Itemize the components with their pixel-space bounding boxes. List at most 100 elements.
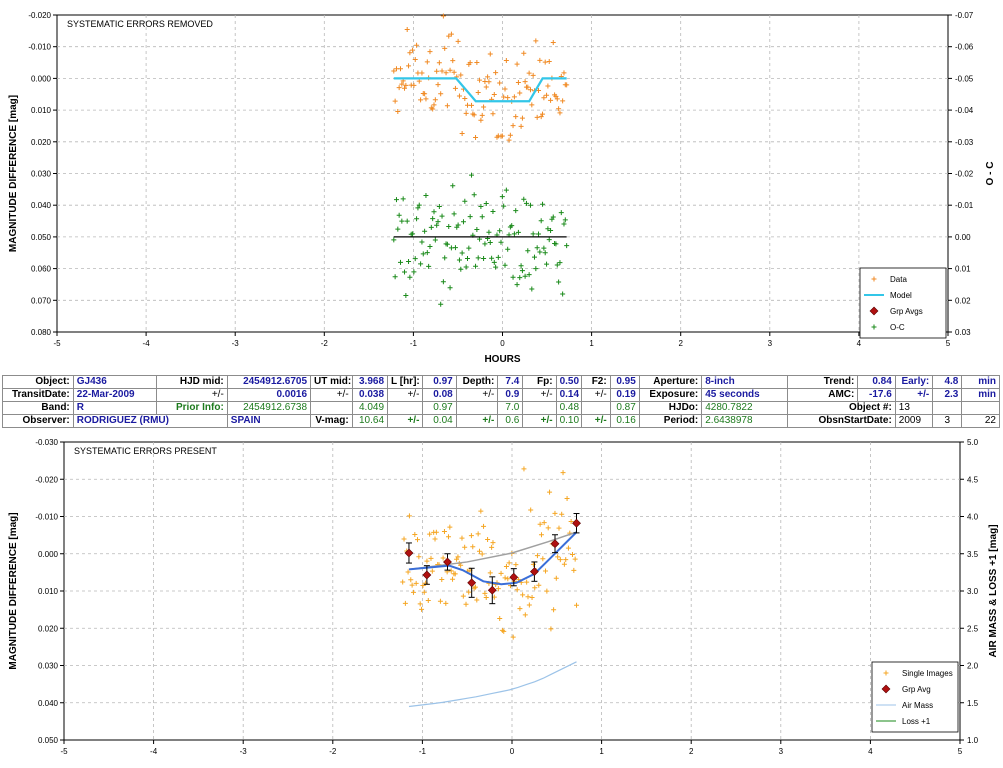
data-point xyxy=(487,51,493,57)
trend-value: 0.84 xyxy=(857,375,896,389)
o-c-point xyxy=(487,239,493,245)
f2-value: 0.95 xyxy=(609,375,640,389)
single-image-point xyxy=(405,569,411,575)
o-c-point xyxy=(463,264,469,270)
o-c-point xyxy=(471,192,477,198)
x-tick-label: 3 xyxy=(779,747,784,756)
single-image-point xyxy=(495,586,501,592)
o-c-point xyxy=(443,241,449,247)
o-c-points xyxy=(391,172,570,307)
x-tick-label: -3 xyxy=(240,747,248,756)
empty-cell xyxy=(961,401,1000,415)
x-tick-label: -4 xyxy=(143,339,151,348)
legend-marker-data xyxy=(871,276,877,282)
o-c-point xyxy=(523,200,529,206)
group-average-point xyxy=(572,518,581,528)
transit-info-table: Object: GJ436 HJD mid: 2454912.6705 UT m… xyxy=(2,375,1000,428)
data-point xyxy=(491,91,497,97)
object-value: GJ436 xyxy=(72,375,158,389)
v2-err-value: 0.6 xyxy=(497,414,524,428)
x-tick-label: 3 xyxy=(768,339,773,348)
single-image-point xyxy=(420,582,426,588)
single-image-point xyxy=(483,595,489,601)
o-c-point xyxy=(529,286,535,292)
fp-value: 0.50 xyxy=(555,375,582,389)
y-axis-title: MAGNITUDE DIFFERENCE [mag] xyxy=(8,512,19,669)
single-image-point xyxy=(474,597,480,603)
single-image-point xyxy=(520,592,526,598)
data-point xyxy=(501,94,507,100)
legend-label-single-images: Single Images xyxy=(902,669,953,678)
data-point xyxy=(478,117,484,123)
data-point xyxy=(490,111,496,117)
single-image-point xyxy=(406,513,412,519)
o-c-point xyxy=(540,201,546,207)
single-image-point xyxy=(553,575,559,581)
y-tick-label: 0.040 xyxy=(31,201,52,210)
data-point xyxy=(469,102,475,108)
data-point xyxy=(434,68,440,74)
data-point xyxy=(483,84,489,90)
o-c-point xyxy=(521,196,527,202)
y2-tick-label: 4.5 xyxy=(967,475,979,484)
data-point xyxy=(423,96,429,102)
vmag-err-label: +/- xyxy=(387,414,424,428)
single-image-point xyxy=(569,551,575,557)
o-c-point xyxy=(435,219,441,225)
data-point xyxy=(546,58,552,64)
single-image-point xyxy=(400,579,406,585)
data-point xyxy=(424,59,430,65)
legend-label-loss: Loss +1 xyxy=(902,717,931,726)
single-image-point xyxy=(572,556,578,562)
f2-err-value: 0.19 xyxy=(609,388,640,402)
o-c-point xyxy=(466,245,472,251)
x-tick-label: 5 xyxy=(946,339,951,348)
o-c-point xyxy=(431,209,437,215)
y-tick-label: 0.050 xyxy=(38,736,59,745)
ut-err-label: +/- xyxy=(310,388,353,402)
legend-marker-grp-avgs xyxy=(869,306,879,316)
o-c-point xyxy=(393,197,399,203)
single-image-point xyxy=(485,537,491,543)
data-point xyxy=(544,92,550,98)
y-tick-label: 0.020 xyxy=(31,138,52,147)
group-average-point xyxy=(404,548,414,558)
data-point xyxy=(486,79,492,85)
y2-tick-label: -0.07 xyxy=(955,11,974,20)
group-average-point xyxy=(443,557,452,567)
data-point xyxy=(452,85,458,91)
y-tick-label: 0.010 xyxy=(38,587,59,596)
single-image-point xyxy=(536,582,542,588)
o-c-point xyxy=(478,204,484,210)
data-point xyxy=(444,103,450,109)
o-c-point xyxy=(438,301,444,307)
o-c-point xyxy=(442,255,448,261)
legend-label-air-mass: Air Mass xyxy=(902,701,933,710)
single-image-point xyxy=(528,507,534,513)
legend-marker-o-c xyxy=(871,324,877,330)
period-value: 2.6438978 xyxy=(701,414,788,428)
single-image-point xyxy=(460,593,466,599)
o-c-point xyxy=(391,237,397,243)
o-c-point xyxy=(462,198,468,204)
single-image-point xyxy=(571,567,577,573)
data-point xyxy=(446,33,452,39)
o-c-point xyxy=(518,263,524,269)
data-point xyxy=(514,61,520,67)
x-tick-label: -1 xyxy=(410,339,418,348)
single-image-point xyxy=(463,601,469,607)
data-point xyxy=(534,114,540,120)
o-c-point xyxy=(489,255,495,261)
prior-fp-value: 0.48 xyxy=(555,401,582,415)
data-point xyxy=(548,97,554,103)
data-point xyxy=(542,59,548,65)
period-label: Period: xyxy=(638,414,703,428)
gridlines xyxy=(64,442,960,740)
o-c-point xyxy=(526,272,532,278)
v2-err-label: +/- xyxy=(455,414,499,428)
empty-cell xyxy=(310,401,353,415)
y2-tick-label: 2.5 xyxy=(967,624,979,633)
o-c-point xyxy=(440,279,446,285)
single-image-point xyxy=(521,466,527,472)
data-point xyxy=(419,70,425,76)
